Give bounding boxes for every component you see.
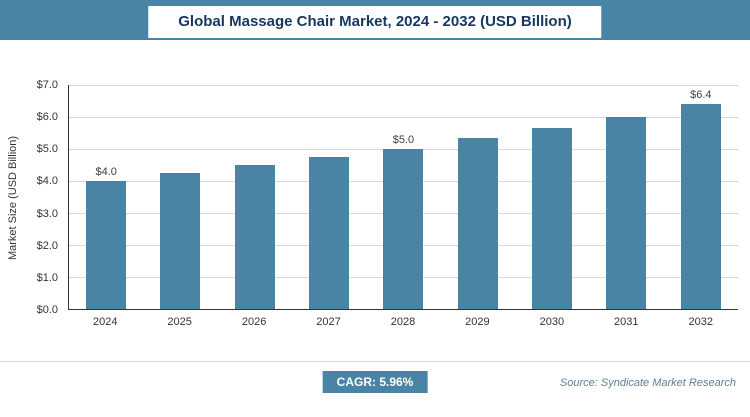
bar-value-label-2024: $4.0 xyxy=(95,166,117,178)
bar-slot-2027 xyxy=(292,85,366,309)
bar-2030 xyxy=(532,128,573,309)
y-tick-label: $1.0 xyxy=(36,271,58,284)
y-tick-label: $3.0 xyxy=(36,207,58,220)
x-tick-label-2025: 2025 xyxy=(167,316,192,328)
x-tick-label-2024: 2024 xyxy=(92,316,118,328)
y-tick-label: $0.0 xyxy=(36,304,58,316)
bar-2024 xyxy=(86,181,127,309)
bar-2026 xyxy=(234,165,275,309)
x-tick-label-2026: 2026 xyxy=(241,316,267,328)
bar-2029 xyxy=(457,137,498,309)
x-axis-ticks: 2024 2025 2026 2027 2028 2029 2030 2031 2032 xyxy=(68,316,738,328)
bar-2031 xyxy=(606,117,647,309)
bar-slot-2032: $6.4 xyxy=(664,85,738,309)
y-tick-label: $7.0 xyxy=(36,79,58,91)
bar-slot-2024: $4.0 xyxy=(69,85,143,309)
x-tick-label-2031: 2031 xyxy=(614,316,639,328)
plot-area: $4.0 $5.0 $6.4 xyxy=(68,85,738,310)
bar-2028 xyxy=(383,149,424,309)
title-box: Global Massage Chair Market, 2024 - 2032… xyxy=(148,6,602,38)
bar-value-label-2032: $6.4 xyxy=(690,89,712,102)
bars-container: $4.0 $5.0 $6.4 xyxy=(69,85,738,309)
y-tick-label: $4.0 xyxy=(36,175,58,188)
y-tick-label: $2.0 xyxy=(36,239,58,252)
page-title: Global Massage Chair Market, 2024 - 2032… xyxy=(178,13,572,30)
bar-slot-2025 xyxy=(143,85,217,309)
bar-2025 xyxy=(160,173,201,309)
cagr-badge: CAGR: 5.96% xyxy=(322,371,428,393)
footer-divider xyxy=(0,361,750,362)
bar-2032 xyxy=(680,104,721,309)
bar-slot-2028: $5.0 xyxy=(366,85,440,309)
bar-slot-2029 xyxy=(441,85,515,309)
source-text: Source: Syndicate Market Research xyxy=(559,377,736,389)
x-tick-label-2029: 2029 xyxy=(465,316,490,328)
gridline xyxy=(69,117,738,118)
bar-slot-2031 xyxy=(589,85,663,309)
bar-value-label-2028: $5.0 xyxy=(392,134,415,146)
y-tick-label: $5.0 xyxy=(36,143,58,156)
bar-slot-2026 xyxy=(218,85,292,309)
x-tick-label-2030: 2030 xyxy=(539,316,565,328)
x-tick-label-2027: 2027 xyxy=(316,316,341,328)
bar-2027 xyxy=(309,157,350,309)
y-tick-label: $6.0 xyxy=(36,111,58,124)
y-axis-ticks: $0.0 $1.0 $2.0 $3.0 $4.0 $5.0 $6.0 $7.0 xyxy=(24,79,64,316)
x-tick-label-2028: 2028 xyxy=(390,316,416,328)
gridline xyxy=(69,85,738,86)
bar-slot-2030 xyxy=(515,85,589,309)
x-tick-label-2032: 2032 xyxy=(688,316,713,328)
